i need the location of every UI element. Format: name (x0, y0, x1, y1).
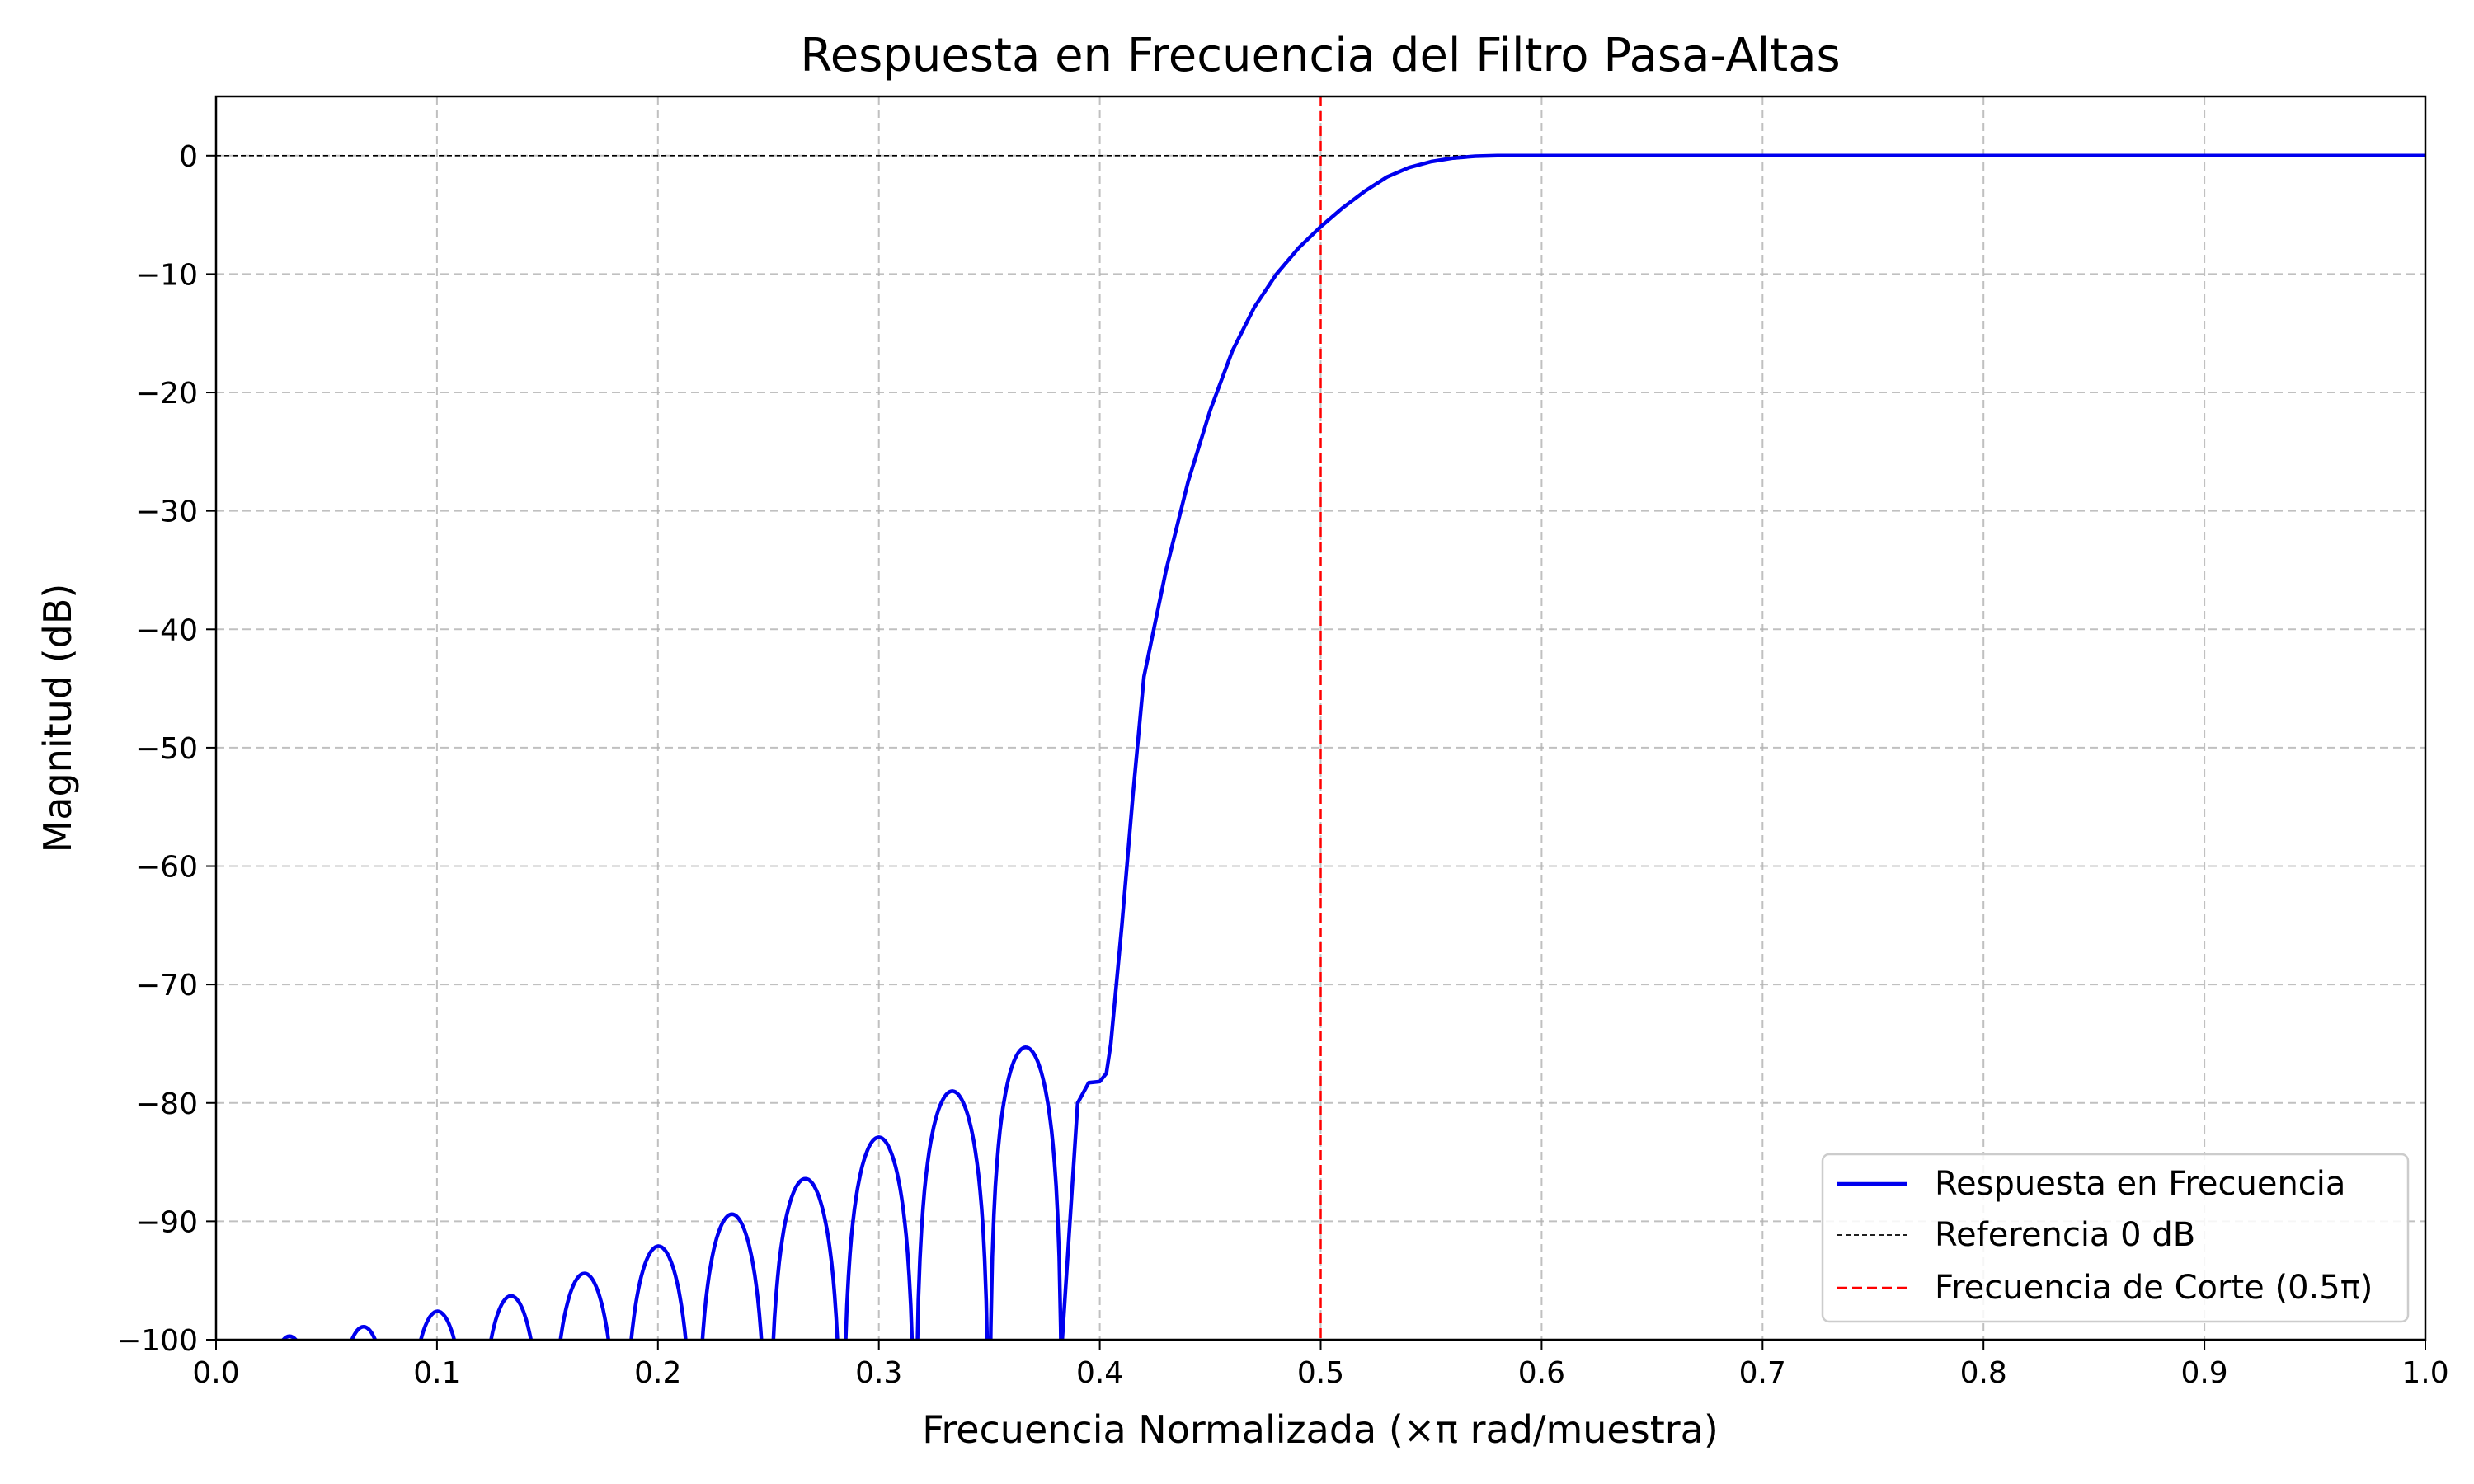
y-tick-label: −20 (135, 377, 198, 411)
x-tick-label: 0.8 (1960, 1356, 2007, 1390)
plot-lines (216, 96, 2425, 1340)
x-tick-label: 0.2 (634, 1356, 681, 1390)
y-tick-label: −100 (116, 1324, 198, 1358)
x-tick-label: 0.7 (1739, 1356, 1786, 1390)
legend-label-reference: Referencia 0 dB (1935, 1216, 2195, 1254)
y-tick-label: −30 (135, 495, 198, 529)
x-tick-label: 1.0 (2401, 1356, 2448, 1390)
frequency-response-line (280, 153, 2425, 1340)
y-tick-label: −80 (135, 1087, 198, 1121)
y-tick-label: −90 (135, 1205, 198, 1239)
legend-box (1821, 1153, 2410, 1323)
x-axis-label: Frecuencia Normalizada (×π rad/muestra) (922, 1407, 1719, 1452)
chart-title: Respuesta en Frecuencia del Filtro Pasa-… (800, 29, 1840, 82)
legend-label-response: Respuesta en Frecuencia (1935, 1165, 2345, 1203)
y-tick-label: −60 (135, 851, 198, 885)
x-tick-label: 0.1 (413, 1356, 460, 1390)
y-tick-label: 0 (179, 140, 198, 174)
y-tick-label: −70 (135, 969, 198, 1003)
x-axis-ticks: 0.0 0.1 0.2 0.3 0.4 0.5 0.6 0.7 0.8 0.9 1.0 (192, 1340, 2449, 1390)
legend-label-cutoff: Frecuencia de Corte (0.5π) (1935, 1269, 2373, 1307)
x-tick-label: 0.3 (855, 1356, 902, 1390)
y-axis-label: Magnitud (dB) (35, 584, 80, 853)
x-tick-label: 0.5 (1297, 1356, 1344, 1390)
y-tick-label: −10 (135, 258, 198, 292)
y-tick-label: −50 (135, 732, 198, 766)
x-tick-label: 0.0 (192, 1356, 239, 1390)
legend: Respuesta en Frecuencia Referencia 0 dB … (1821, 1153, 2410, 1323)
y-tick-label: −40 (135, 613, 198, 647)
x-tick-label: 0.6 (1518, 1356, 1565, 1390)
y-axis-ticks: 0 −10 −20 −30 −40 −50 −60 −70 −80 −90 −100 (116, 140, 216, 1358)
x-tick-label: 0.9 (2180, 1356, 2227, 1390)
grid (215, 96, 2426, 1341)
x-tick-label: 0.4 (1076, 1356, 1123, 1390)
